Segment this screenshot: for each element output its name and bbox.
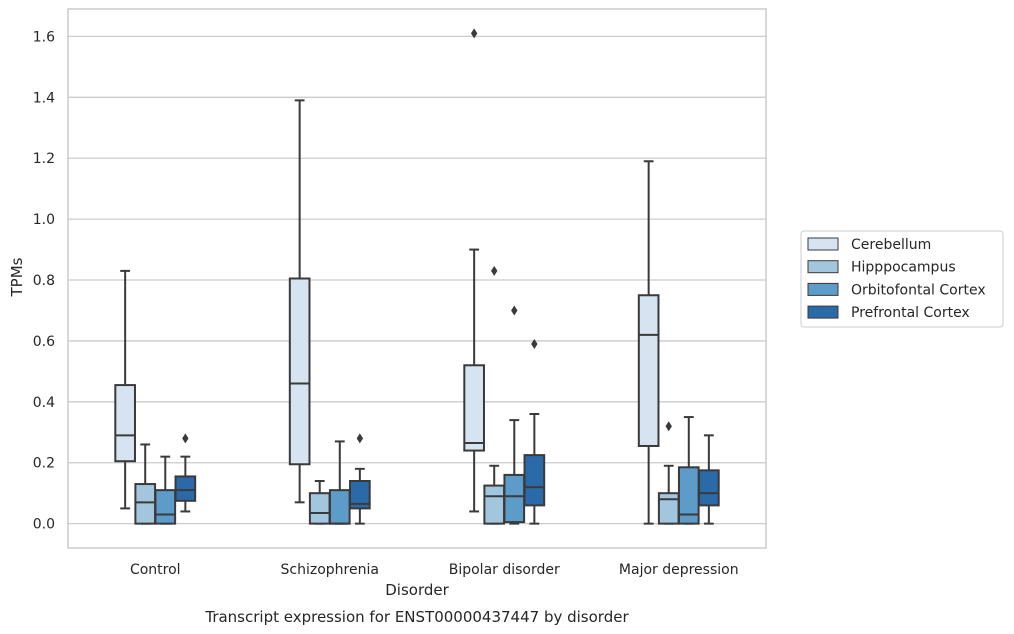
box-body <box>288 277 311 466</box>
legend-entry: Cerebellum <box>807 237 931 253</box>
box-body <box>483 484 506 525</box>
box-4-3 <box>523 413 546 525</box>
box-body <box>698 469 720 507</box>
y-tick-label: 1.2 <box>33 151 55 167</box>
y-axis-label: TPMs <box>8 257 26 297</box>
legend-swatch <box>807 260 839 274</box>
box-body <box>503 473 526 524</box>
boxes <box>114 99 720 525</box>
legend-swatch <box>807 305 839 319</box>
y-tick-label: 1.4 <box>33 90 55 106</box>
box-body <box>523 454 546 507</box>
y-tick-label: 0.8 <box>33 273 55 289</box>
legend-entry: Orbitofontal Cortex <box>807 282 986 298</box>
outlier-point <box>531 338 538 349</box>
box-3-3 <box>503 419 526 525</box>
outlier-point <box>491 265 498 276</box>
legend: Cerebellum Hipppocampus Orbitofontal Corte… <box>800 230 1004 328</box>
y-tick-labels: 0.0 0.2 0.4 0.6 0.8 1.0 1.2 1.4 1.6 <box>33 29 55 532</box>
legend-label: Cerebellum <box>851 237 931 253</box>
box-1-1 <box>114 269 136 510</box>
box-2-1 <box>134 443 157 525</box>
outliers <box>182 28 672 444</box>
y-tick-label: 0.0 <box>33 517 55 533</box>
y-tick-label: 1.6 <box>33 29 55 45</box>
y-tick-label: 0.2 <box>33 456 55 472</box>
x-tick-label: Major depression <box>619 562 739 578</box>
legend-frame <box>800 230 1004 328</box>
box-1-2 <box>288 99 311 504</box>
x-tick-label: Control <box>130 562 181 578</box>
outlier-point <box>470 28 478 39</box>
legend-label: Orbitofontal Cortex <box>851 282 986 298</box>
legend-label: Prefrontal Cortex <box>851 305 970 321</box>
x-tick-label: Schizophrenia <box>281 562 379 578</box>
box-1-4 <box>637 160 660 525</box>
box-body <box>114 384 136 463</box>
x-tick-label: Bipolar disorder <box>449 562 560 578</box>
box-body <box>308 492 331 525</box>
y-tick-label: 0.4 <box>33 395 55 411</box>
legend-swatch <box>807 237 839 251</box>
box-4-2 <box>349 467 371 525</box>
y-tick-label: 1.0 <box>33 212 55 228</box>
y-gridlines <box>68 35 766 525</box>
legend-entry: Hipppocampus <box>807 260 956 276</box>
legend-swatch <box>807 282 839 296</box>
outlier-point <box>182 433 189 444</box>
outlier-point <box>356 433 364 444</box>
box-body <box>154 489 177 525</box>
legend-label: Hipppocampus <box>851 260 956 276</box>
x-tick-labels: Control Schizophrenia Bipolar disorder Majo… <box>130 562 739 578</box>
box-body <box>637 294 660 447</box>
box-body <box>657 492 680 525</box>
box-body <box>349 480 371 510</box>
box-body <box>134 483 157 525</box>
box-3-1 <box>154 455 177 525</box>
box-4-1 <box>174 455 197 513</box>
box-3-2 <box>328 440 351 525</box>
plot-area <box>67 8 767 549</box>
box-2-3 <box>483 464 506 525</box>
box-body <box>174 475 197 502</box>
box-1-3 <box>463 248 485 513</box>
box-4-4 <box>698 434 720 525</box>
y-tick-label: 0.6 <box>33 334 55 350</box>
x-axis-label: Disorder <box>385 581 449 599</box>
outlier-point <box>665 421 672 432</box>
outlier-point <box>511 305 518 316</box>
box-body <box>463 364 485 452</box>
legend-entry: Prefrontal Cortex <box>807 305 970 321</box>
box-body <box>328 489 351 525</box>
box-2-4 <box>657 464 680 525</box>
chart-title: Transcript expression for ENST0000043744… <box>204 608 629 626</box>
